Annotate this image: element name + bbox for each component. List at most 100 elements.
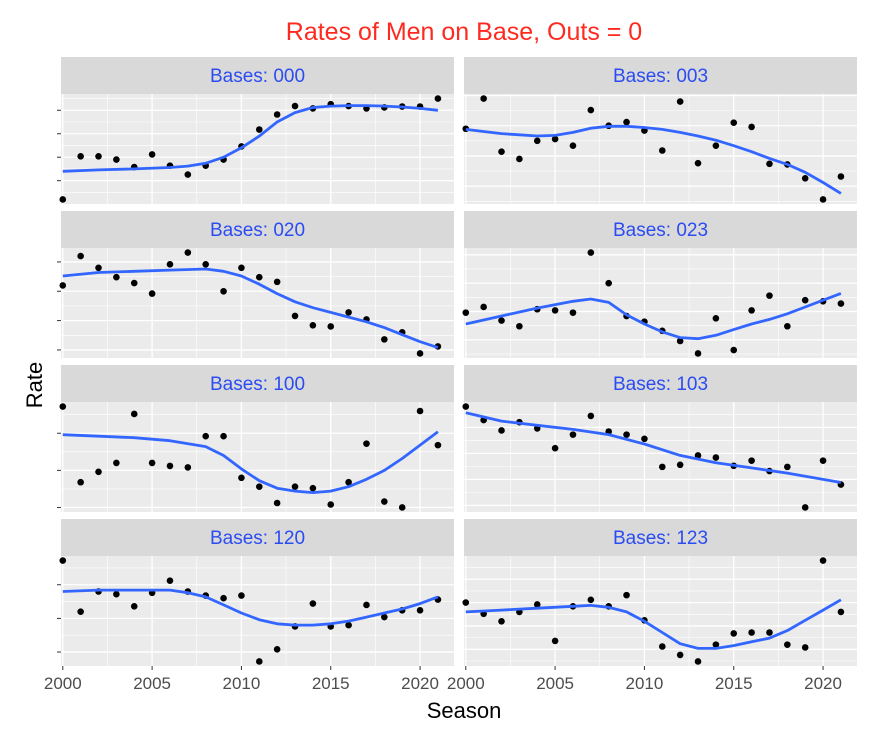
data-point [148, 290, 156, 297]
smooth-line [465, 292, 842, 341]
data-point [658, 643, 666, 650]
data-point [327, 501, 335, 508]
data-point [694, 658, 702, 665]
data-point [748, 307, 755, 314]
data-point [434, 441, 442, 449]
x-tick-label: 2000 [44, 674, 82, 693]
x-tick-label: 2020 [401, 674, 439, 693]
smooth-line [62, 267, 439, 349]
facet-panel: Bases: 123 2000 2005 2010 2015 2020 [447, 519, 857, 693]
data-point [801, 296, 809, 304]
data-point [166, 577, 174, 585]
data-point [462, 403, 470, 410]
data-point [533, 601, 541, 608]
facet-panel: Bases: 003 [462, 57, 857, 204]
data-point [569, 309, 577, 316]
data-point [480, 303, 487, 311]
data-point [220, 594, 227, 602]
data-point [130, 279, 138, 287]
data-point [533, 137, 541, 145]
facet-strip [464, 211, 857, 248]
plot-panel-background [464, 248, 857, 358]
data-point [95, 468, 102, 476]
data-point [130, 410, 138, 418]
facet-strip [61, 57, 454, 94]
data-point [766, 292, 773, 299]
data-point [730, 119, 738, 127]
data-point [416, 407, 424, 415]
data-point [676, 337, 684, 345]
data-point [712, 454, 720, 461]
data-point [587, 596, 595, 604]
data-point [587, 106, 595, 114]
data-point [498, 617, 505, 625]
data-point [309, 600, 317, 607]
facet-panel: Bases: 000 [57, 57, 454, 204]
data-point [273, 646, 281, 653]
smooth-line [465, 124, 842, 195]
facet-strip-label: Bases: 020 [210, 220, 305, 241]
data-point [694, 452, 702, 459]
data-point [623, 591, 630, 599]
data-point [748, 629, 755, 636]
x-tick-label: 2010 [626, 674, 664, 693]
facet-strip [464, 365, 857, 402]
smooth-line [62, 104, 439, 173]
data-point [587, 249, 595, 256]
data-point [148, 151, 156, 158]
data-point [238, 474, 245, 482]
x-tick-label: 2005 [536, 674, 574, 693]
data-point [748, 457, 755, 464]
data-point [238, 264, 245, 272]
data-point [255, 483, 263, 490]
data-point [113, 156, 120, 163]
data-point [291, 483, 299, 490]
data-point [462, 599, 470, 606]
data-point [166, 462, 174, 470]
data-point [712, 315, 720, 322]
data-point [416, 350, 424, 357]
data-point [551, 637, 559, 645]
data-point [77, 152, 84, 160]
data-point [658, 463, 666, 471]
facet-panel: Bases: 023 [462, 211, 857, 358]
facet-grid: Bases: 000 Bases: 003 Bases: 020 Bases: 023… [44, 57, 857, 693]
data-point [748, 123, 755, 131]
data-point [184, 249, 192, 256]
data-point [220, 287, 227, 295]
data-point [202, 432, 209, 440]
x-tick-label: 2000 [447, 674, 485, 693]
data-point [819, 457, 827, 464]
data-point [363, 601, 370, 609]
x-tick-label: 2005 [133, 674, 171, 693]
data-point [309, 484, 317, 492]
facet-strip [464, 57, 857, 94]
data-point [255, 126, 263, 133]
data-point [676, 651, 684, 659]
smooth-line [465, 598, 842, 650]
plot-panel-background [61, 248, 454, 358]
data-point [113, 459, 120, 467]
data-point [712, 641, 720, 648]
data-point [381, 336, 388, 343]
data-point [658, 147, 666, 154]
data-point [345, 621, 352, 629]
data-point [238, 592, 245, 599]
facet-strip-label: Bases: 123 [613, 528, 708, 549]
data-point [676, 461, 684, 469]
data-point [551, 135, 559, 143]
data-point [381, 613, 388, 621]
x-axis-title: Season [427, 698, 502, 723]
facet-strip-label: Bases: 003 [613, 66, 708, 87]
data-point [623, 431, 630, 438]
facet-strip [61, 211, 454, 248]
data-point [784, 463, 791, 471]
data-point [220, 432, 227, 440]
data-point [77, 252, 84, 260]
data-point [327, 323, 335, 330]
facet-strip-label: Bases: 100 [210, 374, 305, 395]
data-point [569, 142, 577, 149]
data-point [59, 557, 67, 564]
data-point [784, 641, 791, 648]
